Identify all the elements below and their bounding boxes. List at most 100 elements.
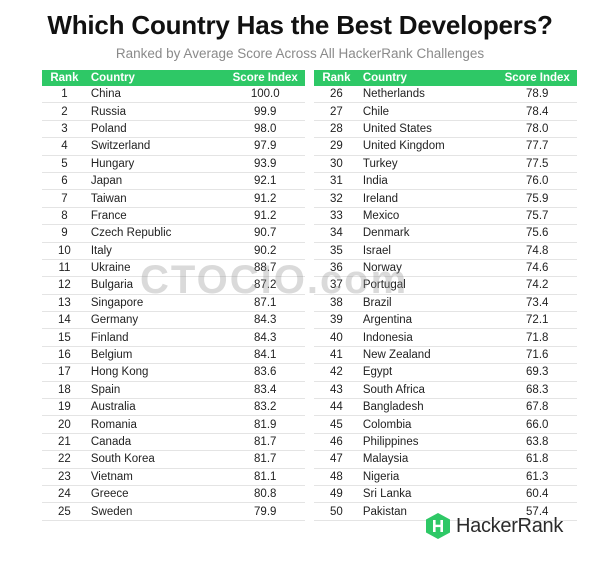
score-cell: 90.2	[225, 242, 305, 260]
rank-cell: 39	[314, 311, 359, 330]
table-row: 19 Australia 83.2	[42, 398, 305, 417]
score-cell: 61.8	[497, 450, 577, 469]
table-row: 34 Denmark 75.6	[314, 224, 577, 243]
table-row: 21 Canada 81.7	[42, 433, 305, 452]
table-row: 20 Romania 81.9	[42, 415, 305, 434]
country-cell: Nigeria	[358, 468, 498, 486]
table-row: 30 Turkey 77.5	[314, 155, 577, 173]
score-cell: 83.2	[225, 398, 305, 417]
table-row: 3 Poland 98.0	[42, 120, 305, 139]
score-cell: 97.9	[225, 137, 305, 156]
rank-cell: 2	[42, 102, 87, 121]
country-cell: Israel	[358, 242, 498, 260]
country-cell: Spain	[86, 381, 226, 400]
rank-cell: 13	[42, 294, 87, 313]
country-cell: Sweden	[86, 502, 226, 521]
rank-cell: 9	[42, 224, 87, 243]
table-header-row: Rank Country Score Index	[314, 70, 577, 86]
score-cell: 69.3	[497, 363, 577, 382]
table-row: 14 Germany 84.3	[42, 311, 305, 330]
rank-cell: 24	[42, 485, 87, 504]
country-cell: Argentina	[358, 311, 498, 330]
rank-cell: 3	[42, 120, 87, 139]
country-cell: Bulgaria	[86, 276, 226, 295]
rank-cell: 5	[42, 155, 87, 173]
score-cell: 91.2	[225, 207, 305, 226]
score-cell: 81.7	[225, 450, 305, 469]
table-row: 22 South Korea 81.7	[42, 450, 305, 469]
country-cell: South Africa	[358, 381, 498, 400]
table-row: 39 Argentina 72.1	[314, 311, 577, 330]
score-cell: 78.0	[497, 120, 577, 139]
rank-cell: 41	[314, 346, 359, 365]
country-cell: Denmark	[358, 224, 498, 243]
country-cell: Chile	[358, 102, 498, 121]
rank-cell: 50	[314, 502, 359, 521]
rank-cell: 47	[314, 450, 359, 469]
country-cell: Ireland	[358, 189, 498, 208]
rank-cell: 21	[42, 433, 87, 452]
country-cell: Belgium	[86, 346, 226, 365]
score-cell: 100.0	[225, 86, 305, 104]
score-cell: 81.9	[225, 415, 305, 434]
score-cell: 99.9	[225, 102, 305, 121]
score-cell: 57.4	[497, 502, 577, 521]
score-cell: 93.9	[225, 155, 305, 173]
rank-cell: 1	[42, 86, 87, 104]
table-row: 38 Brazil 73.4	[314, 294, 577, 313]
country-cell: Indonesia	[358, 328, 498, 347]
score-cell: 75.9	[497, 189, 577, 208]
ranking-table-right: Rank Country Score Index 26 Netherlands 78…	[314, 70, 577, 521]
score-cell: 75.7	[497, 207, 577, 226]
table-row: 32 Ireland 75.9	[314, 189, 577, 208]
table-row: 25 Sweden 79.9	[42, 502, 305, 521]
table-row: 6 Japan 92.1	[42, 172, 305, 191]
rank-cell: 30	[314, 155, 359, 173]
header-rank: Rank	[314, 70, 359, 86]
country-cell: Malaysia	[358, 450, 498, 469]
header-score-index: Score Index	[497, 70, 577, 86]
header-rank: Rank	[42, 70, 87, 86]
rank-cell: 6	[42, 172, 87, 191]
score-cell: 74.6	[497, 259, 577, 278]
header-country: Country	[358, 70, 498, 86]
score-cell: 79.9	[225, 502, 305, 521]
table-row: 28 United States 78.0	[314, 120, 577, 139]
country-cell: South Korea	[86, 450, 226, 469]
table-row: 24 Greece 80.8	[42, 485, 305, 504]
country-cell: Canada	[86, 433, 226, 452]
table-row: 47 Malaysia 61.8	[314, 450, 577, 469]
score-cell: 91.2	[225, 189, 305, 208]
rank-cell: 43	[314, 381, 359, 400]
table-row: 13 Singapore 87.1	[42, 294, 305, 313]
score-cell: 92.1	[225, 172, 305, 191]
score-cell: 61.3	[497, 468, 577, 486]
score-cell: 87.2	[225, 276, 305, 295]
rank-cell: 33	[314, 207, 359, 226]
country-cell: New Zealand	[358, 346, 498, 365]
country-cell: Russia	[86, 102, 226, 121]
country-cell: Ukraine	[86, 259, 226, 278]
score-cell: 71.6	[497, 346, 577, 365]
country-cell: Philippines	[358, 433, 498, 452]
score-cell: 76.0	[497, 172, 577, 191]
rank-cell: 15	[42, 328, 87, 347]
country-cell: Colombia	[358, 415, 498, 434]
rank-cell: 7	[42, 189, 87, 208]
rank-cell: 34	[314, 224, 359, 243]
table-row: 36 Norway 74.6	[314, 259, 577, 278]
table-row: 41 New Zealand 71.6	[314, 346, 577, 365]
table-row: 4 Switzerland 97.9	[42, 137, 305, 156]
rank-cell: 25	[42, 502, 87, 521]
score-cell: 84.1	[225, 346, 305, 365]
score-cell: 80.8	[225, 485, 305, 504]
table-row: 18 Spain 83.4	[42, 381, 305, 400]
table-row: 35 Israel 74.8	[314, 242, 577, 260]
rank-cell: 8	[42, 207, 87, 226]
country-cell: Australia	[86, 398, 226, 417]
score-cell: 81.7	[225, 433, 305, 452]
score-cell: 83.4	[225, 381, 305, 400]
rank-cell: 38	[314, 294, 359, 313]
header-country: Country	[86, 70, 226, 86]
table-row: 8 France 91.2	[42, 207, 305, 226]
